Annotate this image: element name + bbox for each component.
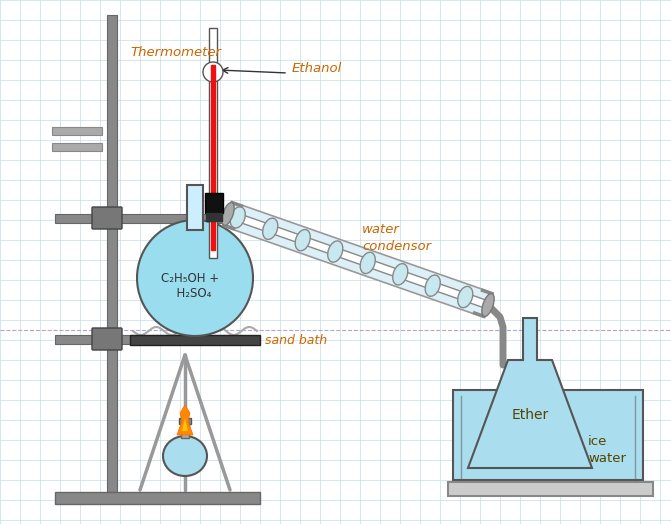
FancyBboxPatch shape (92, 207, 122, 229)
Text: Thermometer: Thermometer (130, 46, 221, 59)
Ellipse shape (222, 203, 234, 225)
Bar (55, 335, 240, 344)
Bar (179, 418, 191, 424)
Text: water
condensor: water condensor (362, 223, 431, 253)
Bar (55, 492, 260, 504)
Ellipse shape (482, 293, 494, 316)
Text: ice
water: ice water (588, 435, 626, 465)
Ellipse shape (327, 241, 343, 262)
Ellipse shape (360, 252, 375, 274)
Bar (107, 15, 117, 498)
Ellipse shape (230, 207, 246, 228)
Circle shape (137, 220, 253, 336)
Bar (206, 213, 222, 221)
Bar (52, 143, 102, 151)
Text: Ethanol: Ethanol (292, 61, 342, 74)
Bar (52, 127, 102, 135)
Ellipse shape (295, 230, 310, 251)
Bar (205, 193, 223, 213)
Polygon shape (223, 202, 493, 317)
Ellipse shape (263, 218, 278, 239)
Bar (181, 422, 189, 438)
Ellipse shape (163, 436, 207, 476)
Bar (453, 390, 643, 480)
Bar (448, 482, 653, 496)
FancyBboxPatch shape (92, 328, 122, 350)
Polygon shape (227, 210, 489, 309)
Bar (209, 28, 217, 258)
Bar (211, 65, 215, 250)
Circle shape (203, 62, 223, 82)
Text: sand bath: sand bath (265, 333, 327, 346)
Polygon shape (177, 405, 193, 435)
Text: C₂H₅OH +
  H₂SO₄: C₂H₅OH + H₂SO₄ (161, 272, 219, 300)
Bar (55, 214, 240, 223)
Ellipse shape (393, 264, 408, 285)
Polygon shape (468, 318, 592, 468)
Bar (130, 335, 260, 345)
Polygon shape (182, 418, 188, 431)
Ellipse shape (425, 275, 440, 296)
Text: Ether: Ether (511, 408, 549, 422)
Ellipse shape (458, 287, 473, 308)
Bar (187, 185, 203, 230)
